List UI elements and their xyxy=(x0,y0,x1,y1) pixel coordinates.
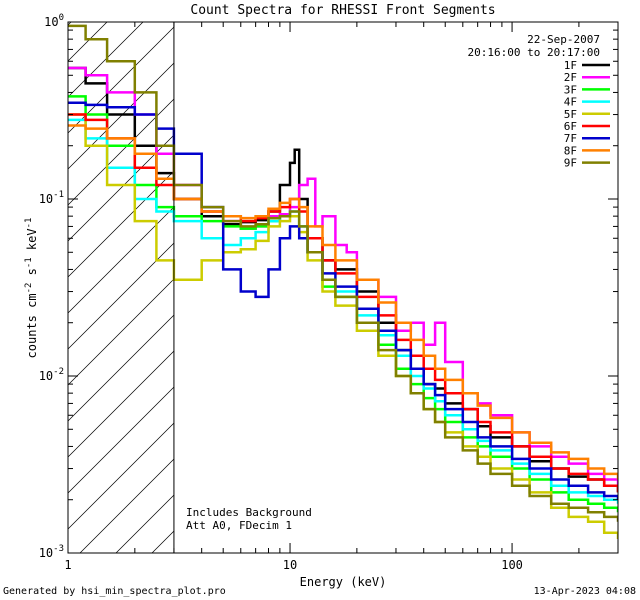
time-range-annotation: 20:16:00 to 20:17:00 xyxy=(468,46,600,59)
series-lines xyxy=(68,24,618,539)
y-label-exp3: -1 xyxy=(24,218,34,229)
x-tick-label: 10 xyxy=(283,558,297,572)
legend-label-8F: 8F xyxy=(564,144,577,157)
legend-label-6F: 6F xyxy=(564,120,577,133)
generation-timestamp: 13-Apr-2023 04:08 xyxy=(534,586,636,597)
y-tick-label: 10-1 xyxy=(39,190,64,206)
y-tick-base: 10 xyxy=(44,15,58,29)
y-tick-base: 10 xyxy=(39,192,53,206)
y-tick-label: 100 xyxy=(44,13,64,29)
y-label-mid1: s xyxy=(25,268,39,282)
series-line-7F xyxy=(68,101,618,500)
hatched-region xyxy=(68,22,640,553)
y-tick-exp: -1 xyxy=(53,190,64,200)
generator-credit: Generated by hsi_min_spectra_plot.pro xyxy=(3,586,226,597)
attenuator-note: Att A0, FDecim 1 xyxy=(186,519,292,532)
y-tick-base: 10 xyxy=(39,546,53,560)
hatch-line xyxy=(68,22,72,26)
y-axis-label: counts cm-2 s-1 keV-1 xyxy=(24,218,39,359)
y-label-exp1: -2 xyxy=(24,283,34,294)
hatch-line xyxy=(68,22,252,206)
y-label-mid2: keV xyxy=(25,228,39,257)
x-axis-label: Energy (keV) xyxy=(300,575,387,589)
series-line-9F xyxy=(68,24,618,522)
legend-label-4F: 4F xyxy=(564,96,577,109)
y-tick-exp: -3 xyxy=(53,544,64,554)
legend-label-9F: 9F xyxy=(564,157,577,170)
y-tick-label: 10-2 xyxy=(39,367,64,383)
y-tick-exp: 0 xyxy=(59,13,64,23)
hatch-line xyxy=(68,22,180,134)
legend-label-3F: 3F xyxy=(564,83,577,96)
hatch-line xyxy=(68,22,216,170)
x-tick-label: 100 xyxy=(501,558,523,572)
y-tick-label: 10-3 xyxy=(39,544,64,560)
y-label-exp2: -1 xyxy=(24,257,34,268)
x-tick-label: 1 xyxy=(64,558,71,572)
hatch-mask xyxy=(173,22,618,553)
y-tick-base: 10 xyxy=(39,369,53,383)
legend-label-5F: 5F xyxy=(564,108,577,121)
hatch-line xyxy=(620,22,640,553)
hatch-line xyxy=(68,22,108,62)
axis-ticks xyxy=(67,21,619,554)
legend-label-2F: 2F xyxy=(564,71,577,84)
y-label-base: counts cm xyxy=(25,293,39,358)
chart-title: Count Spectra for RHESSI Front Segments xyxy=(190,3,495,18)
plot-frame xyxy=(67,21,619,554)
background-note: Includes Background xyxy=(186,506,312,519)
y-tick-exp: -2 xyxy=(53,367,64,377)
legend-label-1F: 1F xyxy=(564,59,577,72)
date-annotation: 22-Sep-2007 xyxy=(527,33,600,46)
legend-label-7F: 7F xyxy=(564,132,577,145)
x-tick-labels: 1 10 100 xyxy=(64,558,523,572)
